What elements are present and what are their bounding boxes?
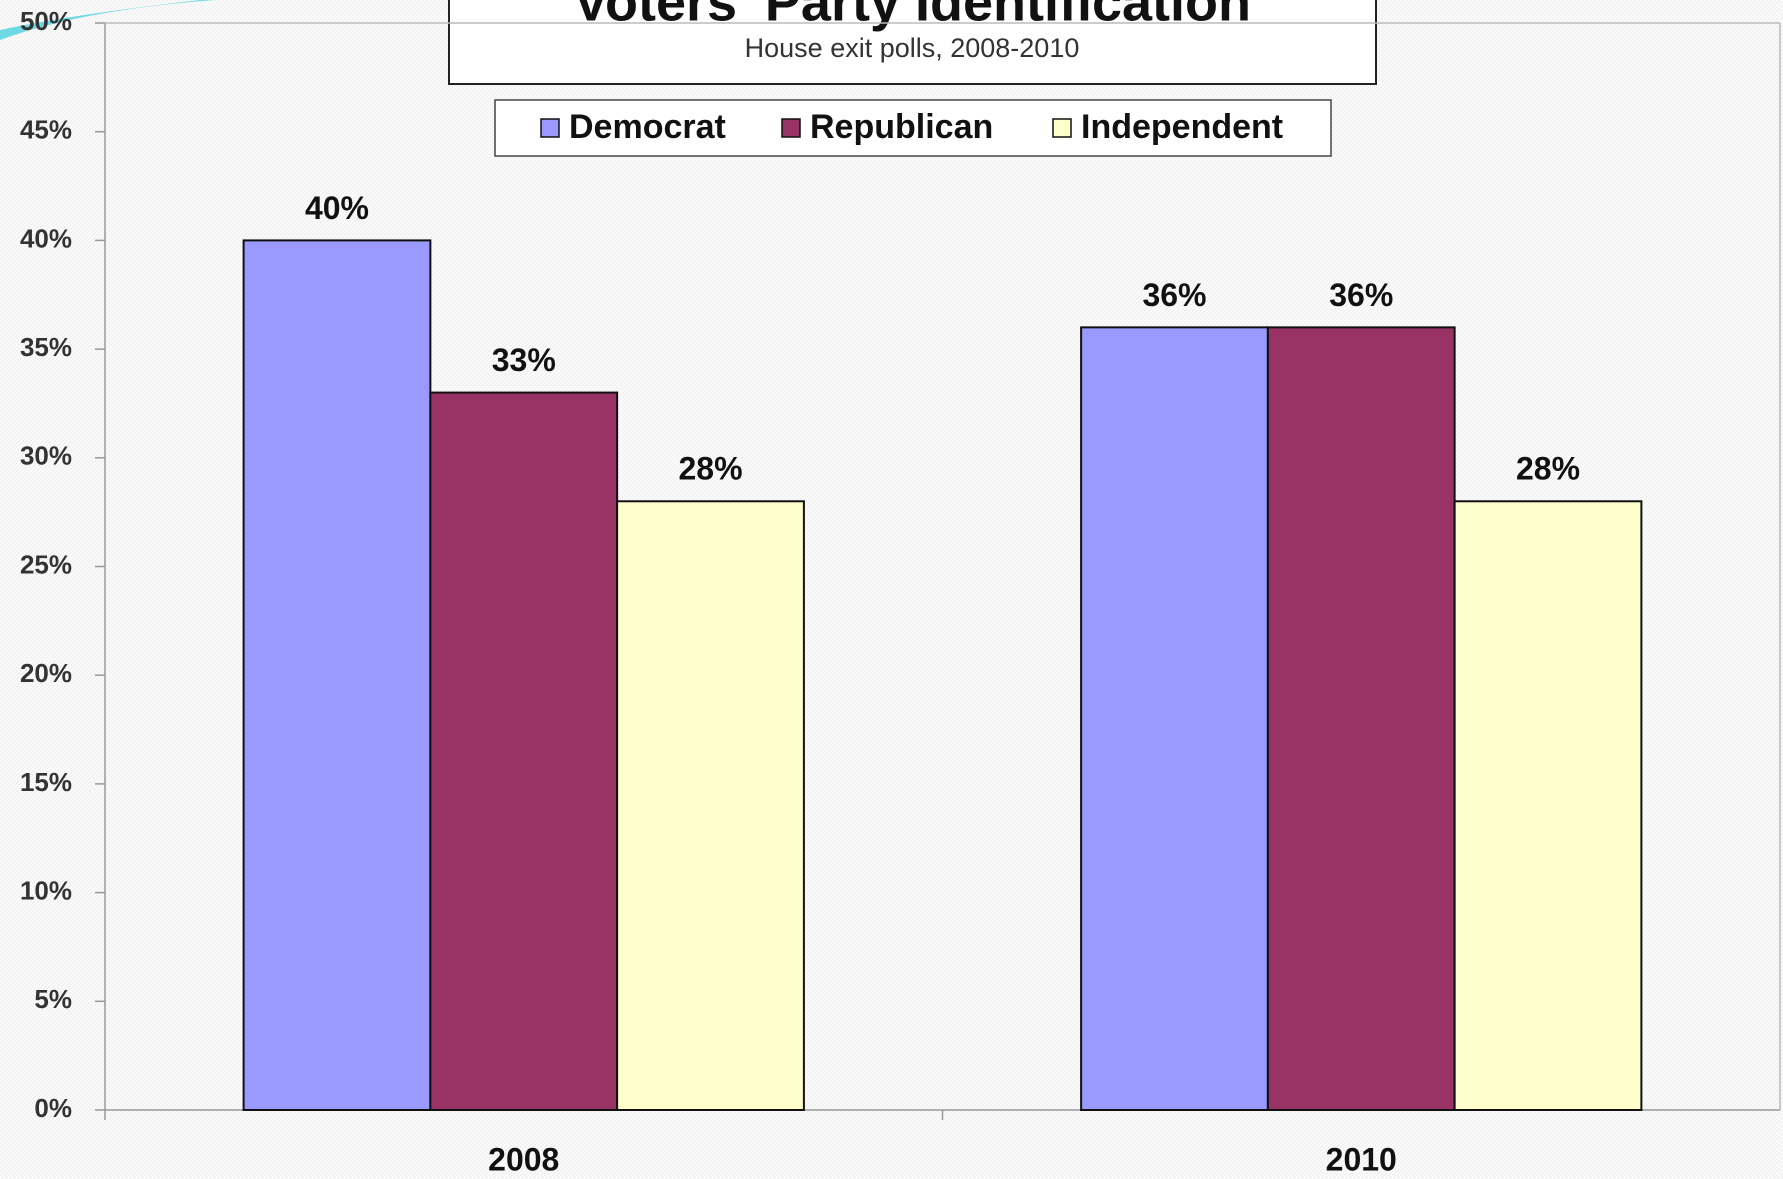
y-tick-label: 10% (20, 875, 72, 905)
x-tick-label: 2008 (488, 1141, 559, 1177)
bar (1453, 500, 1643, 1111)
bar (429, 391, 619, 1111)
y-tick-label: 30% (20, 441, 72, 471)
title-box (448, 0, 1377, 85)
legend-label: Republican (810, 108, 993, 146)
legend-swatch (540, 118, 560, 138)
value-label: 40% (305, 190, 369, 226)
y-tick-label: 25% (20, 549, 72, 579)
x-tick-label: 2010 (1326, 1141, 1397, 1177)
legend-swatch (1052, 118, 1072, 138)
y-tick-label: 20% (20, 658, 72, 688)
bar (242, 239, 432, 1111)
chart-title: Voters' Party Identification (573, 0, 1251, 32)
y-tick-label: 35% (20, 332, 72, 362)
value-label: 28% (1516, 451, 1580, 487)
legend-label: Democrat (569, 108, 726, 146)
legend-box (494, 99, 1332, 157)
y-tick-label: 5% (34, 984, 72, 1014)
value-label: 28% (678, 451, 742, 487)
value-label: 36% (1329, 277, 1393, 313)
y-tick-label: 45% (20, 115, 72, 145)
bar (616, 500, 805, 1111)
y-tick-label: 50% (20, 6, 72, 36)
legend-swatch (781, 118, 801, 138)
y-tick-label: 15% (20, 767, 72, 797)
chart-subtitle: House exit polls, 2008-2010 (745, 33, 1080, 63)
bar (1080, 326, 1269, 1111)
bar (1266, 326, 1456, 1111)
value-label: 33% (492, 342, 556, 378)
y-tick-label: 40% (20, 223, 72, 253)
value-label: 36% (1142, 277, 1206, 313)
legend-label: Independent (1081, 108, 1283, 146)
y-tick-label: 0% (34, 1093, 72, 1123)
